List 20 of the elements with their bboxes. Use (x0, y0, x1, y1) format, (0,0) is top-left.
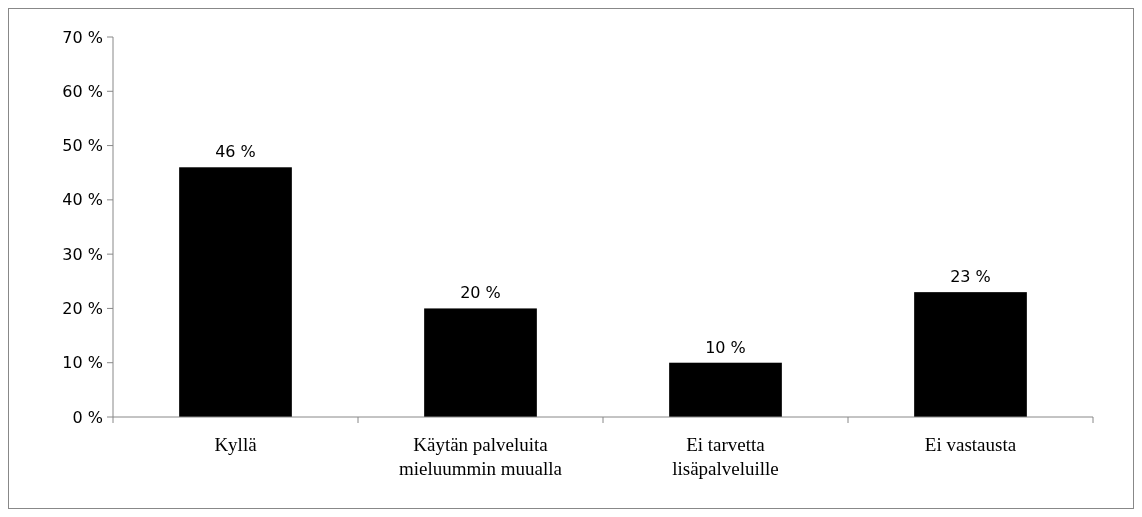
y-tick-label: 10 % (62, 353, 103, 373)
x-tick-label: Käytän palveluita mieluummin muualla (398, 434, 563, 479)
data-label: 20 % (460, 283, 501, 303)
data-label: 23 % (950, 267, 991, 287)
bar (179, 167, 292, 417)
y-tick-label: 20 % (62, 299, 103, 319)
y-tick-label: 50 % (62, 136, 103, 156)
data-label: 10 % (705, 337, 746, 357)
y-tick-label: 30 % (62, 244, 103, 264)
x-tick-label: Ei vastausta (924, 434, 1017, 455)
y-tick-label: 60 % (62, 81, 103, 101)
bar (914, 292, 1027, 417)
y-tick-label: 40 % (62, 190, 103, 210)
x-tick-label: Ei tarvetta lisäpalveluille (672, 434, 779, 479)
bar (669, 362, 782, 417)
x-tick-label: Kyllä (214, 434, 258, 455)
bar (424, 308, 537, 417)
y-tick-label: 0 % (72, 407, 103, 427)
data-label: 46 % (215, 142, 256, 162)
y-tick-label: 70 % (62, 27, 103, 47)
